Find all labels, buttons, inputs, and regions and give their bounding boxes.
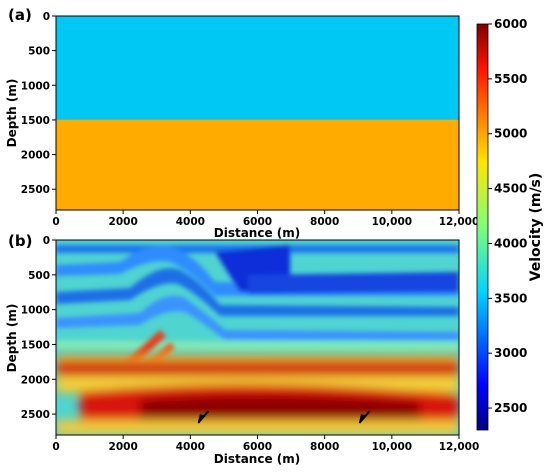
panel-b-upper-layers bbox=[56, 245, 459, 352]
colorbar-tick-label: 4500 bbox=[494, 182, 527, 196]
y-tick-label: 1000 bbox=[21, 80, 50, 92]
y-tick-label: 0 bbox=[43, 235, 50, 247]
x-tick-label: 12,000 bbox=[439, 216, 480, 228]
panel-b-y-ticks: 0 500 1000 1500 2000 2500 bbox=[21, 235, 56, 421]
x-tick-label: 6000 bbox=[243, 441, 272, 453]
panel-b: (b) bbox=[5, 232, 479, 466]
x-tick-label: 0 bbox=[52, 216, 59, 228]
x-tick-label: 10,000 bbox=[372, 216, 413, 228]
colorbar-tick-label: 5000 bbox=[494, 127, 527, 141]
colorbar-gradient bbox=[476, 23, 489, 431]
x-tick-label: 12,000 bbox=[439, 441, 480, 453]
panel-b-arrows bbox=[197, 410, 371, 424]
y-tick-label: 2000 bbox=[21, 150, 50, 162]
y-tick-label: 0 bbox=[43, 11, 50, 23]
y-tick-label: 500 bbox=[28, 270, 50, 282]
colorbar-ticks: 2500 3000 3500 4000 4500 5000 5500 6000 bbox=[488, 17, 527, 415]
panel-a-y-axis-label: Depth (m) bbox=[5, 79, 19, 148]
panel-b-y-axis-label: Depth (m) bbox=[5, 304, 19, 373]
colorbar-label: Velocity (m/s) bbox=[528, 173, 544, 282]
y-tick-label: 2500 bbox=[21, 409, 50, 421]
panel-b-x-ticks: 0 2000 4000 6000 8000 10,000 12,000 bbox=[52, 435, 479, 453]
x-tick-label: 2000 bbox=[109, 216, 138, 228]
colorbar-tick-label: 5500 bbox=[494, 72, 527, 86]
x-tick-label: 2000 bbox=[109, 441, 138, 453]
velocity-layer-1 bbox=[56, 16, 459, 120]
colorbar-tick-label: 4000 bbox=[494, 236, 527, 250]
x-tick-label: 6000 bbox=[243, 216, 272, 228]
x-tick-label: 8000 bbox=[310, 216, 339, 228]
panel-a-x-axis-label: Distance (m) bbox=[214, 226, 301, 240]
y-tick-label: 1500 bbox=[21, 339, 50, 351]
panel-a-layers bbox=[56, 16, 459, 210]
x-tick-label: 4000 bbox=[176, 216, 205, 228]
x-tick-label: 10,000 bbox=[372, 441, 413, 453]
x-tick-label: 0 bbox=[52, 441, 59, 453]
x-tick-label: 8000 bbox=[310, 441, 339, 453]
velocity-layer-2 bbox=[56, 119, 459, 210]
annotation-arrow-head bbox=[197, 414, 206, 424]
panel-a-y-ticks: 0 500 1000 1500 2000 2500 bbox=[21, 11, 56, 196]
colorbar: 2500 3000 3500 4000 4500 5000 5500 6000 Velocit… bbox=[476, 17, 544, 431]
panel-a-x-ticks: 0 2000 4000 6000 8000 10,000 12,000 bbox=[52, 210, 479, 228]
y-tick-label: 1500 bbox=[21, 115, 50, 127]
colorbar-tick-label: 6000 bbox=[494, 17, 527, 31]
panel-b-label: (b) bbox=[8, 232, 32, 250]
panel-a: (a) 0 2000 4000 6000 8000 10,000 12,000 0 500 10… bbox=[5, 6, 479, 240]
colorbar-tick-label: 2500 bbox=[494, 401, 527, 415]
panel-b-velocity-image bbox=[56, 240, 459, 435]
y-tick-label: 500 bbox=[28, 46, 50, 58]
y-tick-label: 2500 bbox=[21, 184, 50, 196]
annotation-arrow-head bbox=[358, 414, 367, 424]
panel-a-label: (a) bbox=[8, 6, 32, 24]
panel-b-x-axis-label: Distance (m) bbox=[214, 452, 301, 466]
x-tick-label: 4000 bbox=[176, 441, 205, 453]
y-tick-label: 2000 bbox=[21, 374, 50, 386]
colorbar-tick-label: 3000 bbox=[494, 346, 527, 360]
panel-b-deep-zone bbox=[56, 355, 459, 435]
colorbar-tick-label: 3500 bbox=[494, 291, 527, 305]
y-tick-label: 1000 bbox=[21, 305, 50, 317]
